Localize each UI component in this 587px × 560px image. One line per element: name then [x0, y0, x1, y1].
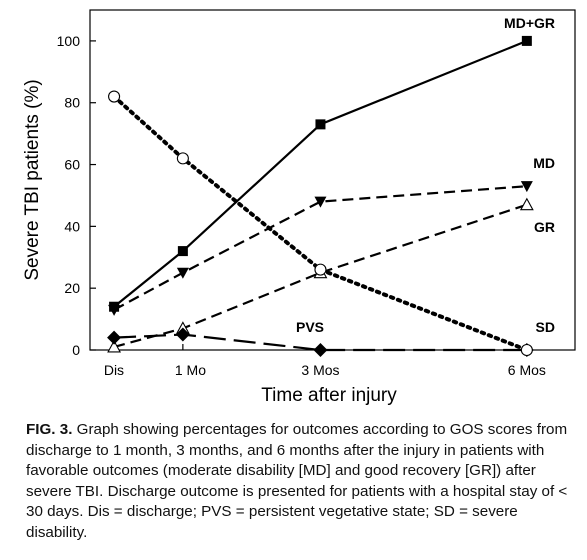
marker-sd — [176, 152, 189, 165]
x-axis-title: Time after injury — [261, 385, 397, 406]
marker-pvs — [313, 343, 328, 357]
y-tick-label: 80 — [64, 95, 80, 111]
y-tick-label: 20 — [64, 280, 80, 296]
figure-caption-text: Graph showing percentages for outcomes a… — [26, 421, 568, 541]
y-tick-label: 0 — [72, 342, 80, 358]
series-label-sd: SD — [536, 319, 555, 335]
marker-sd — [314, 263, 327, 276]
series-line-md — [113, 185, 527, 311]
series-label-pvs: PVS — [296, 319, 324, 335]
outcome-line-chart: 0 20 40 60 80 100 Dis 1 Mo 3 Mos 6 Mos MD+GR MD GR… — [22, 9, 576, 406]
marker-pvs — [107, 330, 122, 345]
marker-md — [176, 267, 189, 279]
series-markers — [107, 35, 534, 357]
plot-frame — [89, 9, 576, 351]
series-line-sd — [112, 94, 529, 352]
marker-sd — [108, 90, 121, 103]
marker-md — [520, 181, 533, 193]
series-line-md-gr — [113, 39, 528, 308]
y-axis-title: Severe TBI patients (%) — [22, 79, 43, 280]
marker-md-gr — [177, 246, 188, 257]
y-axis: 0 20 40 60 80 100 — [57, 33, 96, 358]
marker-sd — [520, 343, 533, 357]
x-tick-label: 3 Mos — [301, 362, 339, 378]
series-line-gr — [113, 203, 528, 348]
series-label-md-gr: MD+GR — [504, 15, 555, 31]
series-label-md: MD — [533, 155, 555, 171]
series-lines — [112, 39, 529, 352]
x-tick-label: 6 Mos — [508, 362, 546, 378]
y-tick-label: 40 — [64, 218, 80, 234]
x-tick-label: 1 Mo — [175, 362, 206, 378]
marker-gr — [107, 339, 122, 353]
series-line-pvs — [114, 333, 527, 352]
marker-pvs — [175, 327, 190, 342]
figure-caption: FIG. 3. Graph showing percentages for ou… — [26, 420, 571, 544]
marker-md-gr — [521, 35, 532, 46]
series-label-gr: GR — [534, 219, 555, 235]
x-tick-label: Dis — [104, 362, 124, 378]
figure-label: FIG. 3. — [26, 421, 73, 438]
y-tick-label: 100 — [57, 33, 81, 49]
marker-md — [314, 196, 327, 208]
series-labels: MD+GR MD GR PVS SD — [296, 15, 555, 335]
y-tick-label: 60 — [64, 157, 80, 173]
marker-md — [108, 304, 121, 316]
marker-gr — [519, 197, 534, 211]
marker-md-gr — [315, 119, 326, 130]
